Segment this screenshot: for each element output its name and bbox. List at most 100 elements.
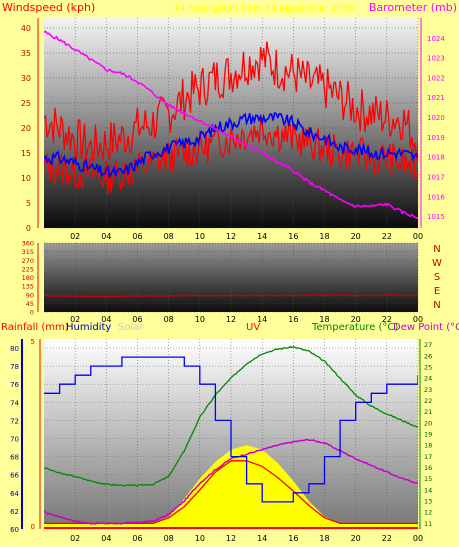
y-tick-label-left: 20 <box>21 124 31 133</box>
x-tick-label: 04 <box>101 534 111 543</box>
y-tick-label-temperature: 18 <box>424 442 432 450</box>
x-tick-label: 10 <box>195 232 205 241</box>
x-tick-label: 18 <box>319 534 329 543</box>
y-tick-label-temperature: 25 <box>424 363 432 371</box>
x-tick-label: 20 <box>351 315 361 324</box>
series-dewpoint <box>44 438 418 525</box>
y-tick-label-humidity: 78 <box>10 363 19 371</box>
y-tick-label-right: 1019 <box>427 134 445 142</box>
rain-temp-axes: 60 62 64 66 68 70 72 74 76 78 80 11 12 13 14 15 16 17 18 19… <box>10 338 432 534</box>
y-tick-label-temperature: 12 <box>424 509 432 517</box>
x-tick-label: 10 <box>195 315 205 324</box>
y-tick-label-humidity: 76 <box>10 381 19 389</box>
x-tick-label: 04 <box>101 315 111 324</box>
x-tick-label: 00 <box>413 534 423 543</box>
y-tick-label-right: 1024 <box>427 35 445 43</box>
x-tick-label: 20 <box>351 534 361 543</box>
y-tick-label: 225 <box>22 265 34 273</box>
x-tick-label: 12 <box>226 315 236 324</box>
wind-baro-series <box>44 30 418 219</box>
series-average-wind <box>44 111 418 179</box>
y-tick-label-left: 40 <box>21 24 31 33</box>
solar-label: Solar <box>118 322 144 333</box>
x-tick-label: 14 <box>257 534 267 543</box>
compass-label: N <box>433 244 440 255</box>
series-gust-low <box>44 118 418 195</box>
temperature-label: Temperature (°C) <box>311 322 398 333</box>
y-tick-label-right: 1018 <box>427 154 445 162</box>
compass-label: W <box>432 258 442 269</box>
x-tick-label: 00 <box>413 315 423 324</box>
x-tick-label: 18 <box>319 232 329 241</box>
uv-label: UV <box>246 322 260 333</box>
y-tick-label-temperature: 19 <box>424 431 432 439</box>
y-tick-label-left: 5 <box>26 199 31 208</box>
y-tick-label: 0 <box>30 309 34 317</box>
x-tick-label: 08 <box>164 232 174 241</box>
compass-label: E <box>434 286 440 297</box>
x-tick-label: 10 <box>195 534 205 543</box>
y-tick-label-temperature: 11 <box>424 520 432 528</box>
y-tick-label: 135 <box>22 283 34 291</box>
series-temperature <box>44 345 418 487</box>
x-tick-label: 22 <box>382 232 392 241</box>
series-gust <box>44 41 418 163</box>
x-tick-label: 04 <box>101 232 111 241</box>
y-tick-label-temperature: 21 <box>424 408 432 416</box>
y-tick-label-left: 0 <box>26 224 31 233</box>
y-tick-label: 90 <box>26 291 34 299</box>
x-tick-label: 22 <box>382 534 392 543</box>
x-tick-label: 14 <box>257 232 267 241</box>
wind-direction-series <box>44 294 418 298</box>
y-tick-label-right: 1020 <box>427 114 445 122</box>
wind-direction-grid: 02 04 06 08 10 12 14 16 18 20 22 00 <box>44 242 423 324</box>
y-tick-label-temperature: 15 <box>424 475 432 483</box>
x-tick-label: 08 <box>164 534 174 543</box>
y-tick-label-right: 1017 <box>427 173 445 181</box>
x-tick-label: 08 <box>164 315 174 324</box>
y-tick-label-right: 1022 <box>427 74 445 82</box>
compass-label: S <box>434 272 440 283</box>
y-tick-label-left: 35 <box>21 49 31 58</box>
y-tick-label-humidity: 60 <box>10 526 19 534</box>
x-tick-label: 16 <box>288 534 298 543</box>
x-tick-label: 18 <box>319 315 329 324</box>
y-tick-label-right: 1021 <box>427 94 445 102</box>
x-tick-label: 02 <box>70 232 80 241</box>
y-tick-label-temperature: 22 <box>424 397 432 405</box>
y-tick-label-humidity: 74 <box>10 399 19 407</box>
y-tick-label-left: 10 <box>21 174 31 183</box>
windspeed-axis-label: Windspeed (kph) <box>2 1 95 14</box>
series-wind-direction <box>44 294 418 298</box>
y-tick-label-temperature: 16 <box>424 464 432 472</box>
x-tick-label: 02 <box>70 315 80 324</box>
y-tick-label-left: 30 <box>21 74 31 83</box>
y-tick-label-temperature: 27 <box>424 341 432 349</box>
y-tick-label-humidity: 70 <box>10 436 19 444</box>
x-tick-label: 16 <box>288 315 298 324</box>
y-tick-label-right: 1023 <box>427 55 445 63</box>
x-tick-label: 16 <box>288 232 298 241</box>
y-tick-label-humidity: 80 <box>10 345 19 353</box>
y-tick-label-left: 25 <box>21 99 31 108</box>
series-humidity <box>44 356 418 503</box>
x-tick-label: 06 <box>132 534 142 543</box>
y-tick-label-temperature: 20 <box>424 419 432 427</box>
y-tick-label-humidity: 72 <box>10 417 19 425</box>
y-tick-label-temperature: 24 <box>424 375 432 383</box>
y-tick-label: 45 <box>26 300 34 308</box>
rain-temp-series <box>44 345 418 529</box>
y-tick-label: 315 <box>22 248 34 256</box>
compass-label: N <box>433 300 440 311</box>
x-tick-label: 22 <box>382 315 392 324</box>
x-tick-label: 20 <box>351 232 361 241</box>
y-tick-label-right: 1015 <box>427 213 445 221</box>
x-tick-label: 14 <box>257 315 267 324</box>
y-tick-label: 360 <box>22 240 34 248</box>
rainfall-zero-label: 0 <box>31 523 35 531</box>
y-tick-label-right: 1016 <box>427 193 445 201</box>
